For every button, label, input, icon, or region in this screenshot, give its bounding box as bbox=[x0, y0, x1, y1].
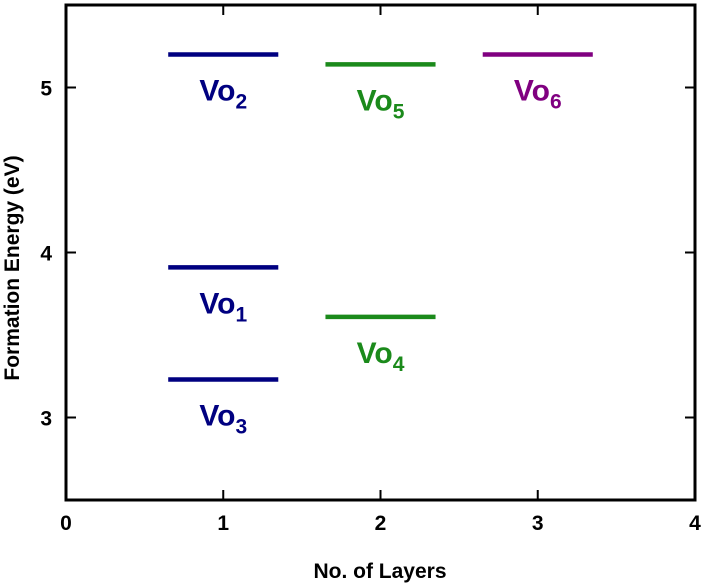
level-label-vo1: Vo1 bbox=[199, 287, 247, 326]
level-label-vo3: Vo3 bbox=[199, 400, 247, 439]
y-tick-label: 3 bbox=[40, 408, 52, 431]
level-label-vo2: Vo2 bbox=[199, 75, 247, 114]
level-label-vo5: Vo5 bbox=[357, 84, 405, 123]
energy-levels: Vo1 Vo2 Vo3 Vo4 Vo5 Vo6 bbox=[168, 52, 593, 439]
x-tick-label: 2 bbox=[375, 512, 387, 535]
x-axis-title: No. of Layers bbox=[313, 560, 446, 583]
y-axis-title: Formation Energy (eV) bbox=[1, 155, 24, 380]
y-tick-label: 5 bbox=[40, 78, 52, 101]
x-tick-label: 3 bbox=[532, 512, 544, 535]
y-tick-label: 4 bbox=[40, 243, 52, 266]
level-label-vo4: Vo4 bbox=[357, 337, 405, 376]
level-label-vo6: Vo6 bbox=[514, 75, 562, 114]
x-tick-label: 4 bbox=[689, 512, 701, 535]
x-tick-label: 0 bbox=[60, 512, 72, 535]
x-tick-label: 1 bbox=[217, 512, 229, 535]
plot-frame bbox=[64, 3, 697, 502]
axis-ticks: 0 1 2 3 4 3 4 5 bbox=[40, 5, 701, 535]
